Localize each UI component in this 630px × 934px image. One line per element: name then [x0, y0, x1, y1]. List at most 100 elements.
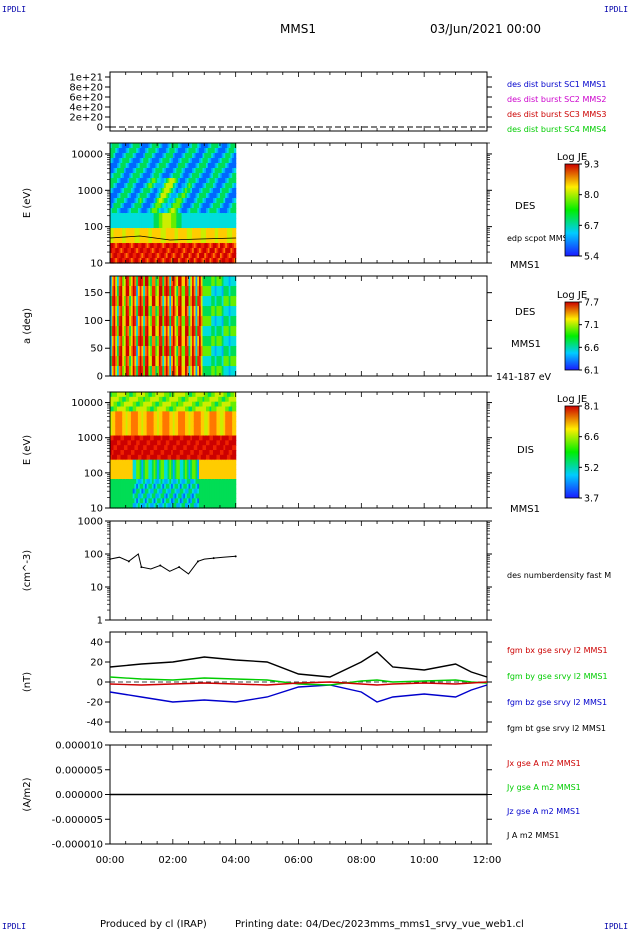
panel-dis-energy-cell — [211, 450, 214, 456]
panel-des-energy-cell — [226, 203, 230, 209]
panel-dis-energy-cell — [228, 464, 232, 470]
panel-des-energy-cell — [188, 198, 191, 204]
panel-dis-energy-cell — [153, 454, 156, 461]
panel-des-energy-cell — [221, 228, 225, 234]
panel-des-energy-cell — [223, 228, 226, 234]
panel-dis-energy-cell — [181, 411, 184, 417]
panel-des-energy-cell — [113, 148, 116, 154]
panel-des-energy-cell — [219, 193, 223, 199]
panel-des-energy-cell — [183, 228, 186, 234]
panel-des-pitch-cell — [172, 336, 176, 347]
panel-des-energy-cell — [190, 208, 193, 214]
panel-des-energy-cell — [134, 193, 137, 199]
panel-des-pitch-cell — [146, 326, 149, 337]
panel-des-energy-cell — [211, 253, 214, 259]
panel-density-point — [196, 560, 199, 563]
panel-des-pitch-cell — [158, 306, 162, 317]
panel-dis-energy-cell — [221, 493, 225, 499]
panel-dis-energy-cell — [179, 396, 183, 403]
panel-des-energy-cell — [164, 198, 167, 204]
panel-dis-energy-cell — [137, 435, 141, 441]
panel-des-energy-cell — [151, 253, 155, 259]
panel-dis-energy-cell — [162, 474, 165, 480]
panel-des-energy-cell — [228, 173, 232, 179]
panel-des-pitch-cell — [181, 356, 184, 367]
panel-des-energy-cell — [162, 188, 165, 194]
panel-des-pitch-cell — [183, 276, 186, 287]
panel-des-energy-cell — [188, 168, 191, 174]
panel-dis-energy-cell — [155, 464, 158, 470]
panel-dis-energy-cell — [183, 464, 186, 470]
panel-dis-energy-cell — [200, 459, 204, 466]
panel-des-energy-cell — [226, 223, 230, 229]
panel-dis-energy-cell — [225, 493, 228, 499]
panel-des-pitch-cell — [214, 366, 218, 377]
panel-dis-energy-cell — [110, 503, 113, 509]
panel-des-energy-cell — [144, 173, 148, 179]
panel-dis-energy-cell — [202, 488, 205, 495]
panel-des-energy-cell — [232, 158, 235, 164]
panel-dis-energy-cell — [123, 445, 127, 451]
panel-des-pitch-cell — [148, 306, 151, 317]
panel-dis-energy-cell — [216, 430, 219, 437]
panel-dis-energy-cell — [151, 454, 155, 461]
panel-des-energy-cell — [193, 228, 197, 234]
panel-des-pitch-cell — [211, 296, 214, 307]
panel-dis-energy-cell — [200, 454, 204, 461]
panel-des-energy-cell — [165, 163, 169, 169]
panel-des-pitch-cell — [216, 306, 219, 317]
panel-dis-energy-cell — [148, 440, 151, 446]
panel-des-pitch-cell — [165, 326, 169, 337]
panel-des-energy-cell — [111, 183, 115, 189]
panel-des-energy-cell — [223, 248, 226, 254]
panel-des-energy-cell — [155, 238, 158, 244]
panel-des-energy-cell — [127, 228, 130, 234]
panel-dis-energy-cell — [190, 401, 193, 408]
panel-des-energy-cell — [169, 183, 172, 189]
panel-dis-energy-cell — [172, 425, 176, 432]
panel-des-energy-cell — [230, 158, 233, 164]
panel-des-energy-cell — [218, 203, 221, 209]
panel-dis-energy-cell — [185, 435, 188, 441]
panel-des-energy-cell — [209, 248, 212, 254]
panel-des-energy-colorbar — [564, 163, 580, 257]
panel-dis-energy-cell — [132, 450, 136, 456]
panel-dis-energy-cell — [183, 401, 186, 408]
panel-des-energy-cell — [122, 148, 125, 154]
panel-dis-energy-cell — [148, 503, 151, 509]
panel-dis-energy-cell — [178, 454, 181, 461]
panel-des-pitch-cell — [171, 286, 174, 297]
panel-des-pitch-cell — [110, 286, 113, 297]
panel-dis-energy-cell — [174, 430, 177, 437]
panel-des-energy-cell — [143, 148, 146, 154]
panel-dis-energy-cell — [141, 411, 144, 417]
panel-dis-energy-cell — [211, 430, 214, 437]
panel-dis-energy-cell — [199, 392, 202, 398]
panel-des-energy-cell — [211, 238, 214, 244]
panel-dis-energy-cell — [221, 411, 225, 417]
panel-des-pitch-cell — [134, 286, 137, 297]
panel-des-energy-cell — [225, 218, 228, 224]
panel-dis-energy-cell — [134, 469, 137, 475]
panel-des-energy-cell — [125, 188, 129, 194]
panel-des-energy-cell — [223, 233, 226, 239]
panel-des-energy-cell — [120, 223, 123, 229]
panel-des-energy-cell — [192, 148, 195, 154]
panel-dis-energy-cell — [209, 503, 212, 509]
panel-des-energy-cell — [150, 188, 153, 194]
panel-des-pitch-cell — [122, 316, 125, 327]
panel-dis-energy-cell — [179, 469, 183, 475]
panel-des-pitch-cell — [197, 336, 200, 347]
panel-dis-energy-cell — [118, 421, 122, 427]
panel-des-energy-cell — [171, 153, 174, 159]
panel-dis-energy-cell — [197, 416, 200, 422]
panel-des-energy-cell — [122, 168, 125, 174]
panel-dis-energy-cell — [146, 503, 149, 509]
panel-dis-energy-cell — [216, 416, 219, 422]
panel-dis-energy-cell — [190, 450, 193, 456]
panel-des-energy-cell — [136, 143, 139, 149]
panel-des-energy-cell — [120, 143, 123, 149]
panel-dis-energy-cell — [225, 425, 228, 432]
panel-des-energy-cell — [153, 208, 156, 214]
panel-des-energy-cell — [202, 243, 205, 249]
